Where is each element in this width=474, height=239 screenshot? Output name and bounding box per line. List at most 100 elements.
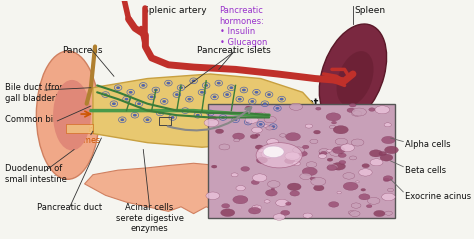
Circle shape: [332, 163, 346, 170]
Circle shape: [284, 158, 295, 164]
Bar: [159, 117, 171, 125]
Circle shape: [208, 116, 217, 121]
Circle shape: [271, 188, 275, 190]
Circle shape: [167, 82, 170, 84]
Circle shape: [286, 133, 301, 141]
Circle shape: [256, 112, 266, 118]
Circle shape: [252, 205, 261, 210]
Circle shape: [264, 116, 276, 123]
Circle shape: [366, 205, 372, 208]
Circle shape: [273, 214, 285, 220]
Circle shape: [387, 188, 393, 192]
Circle shape: [201, 92, 203, 93]
Circle shape: [205, 85, 208, 86]
Circle shape: [380, 154, 393, 161]
Circle shape: [125, 98, 128, 100]
Circle shape: [243, 89, 245, 91]
Circle shape: [234, 139, 239, 142]
Circle shape: [184, 110, 186, 111]
Circle shape: [253, 174, 267, 182]
Text: Pancreas: Pancreas: [62, 47, 103, 55]
Circle shape: [272, 126, 274, 127]
Circle shape: [328, 164, 338, 170]
Circle shape: [383, 178, 390, 181]
Circle shape: [338, 153, 346, 158]
Circle shape: [204, 119, 219, 127]
Circle shape: [264, 125, 268, 127]
Circle shape: [258, 149, 265, 153]
Circle shape: [215, 129, 224, 133]
Circle shape: [287, 183, 301, 190]
Circle shape: [384, 123, 392, 127]
Circle shape: [230, 87, 233, 88]
Circle shape: [362, 164, 369, 168]
Circle shape: [385, 211, 392, 215]
Circle shape: [369, 150, 383, 157]
Circle shape: [382, 136, 395, 144]
Circle shape: [159, 112, 161, 114]
Circle shape: [251, 180, 259, 185]
Text: Alpha cells: Alpha cells: [405, 140, 451, 149]
Circle shape: [343, 173, 355, 179]
Circle shape: [285, 152, 300, 160]
Circle shape: [211, 165, 217, 168]
Circle shape: [349, 156, 356, 160]
Ellipse shape: [53, 80, 91, 150]
Circle shape: [163, 101, 165, 102]
Text: Exocrine acinus: Exocrine acinus: [405, 192, 472, 201]
Polygon shape: [93, 74, 319, 147]
Circle shape: [359, 169, 372, 176]
Circle shape: [264, 103, 266, 104]
Circle shape: [292, 147, 304, 153]
Circle shape: [236, 185, 246, 191]
Circle shape: [320, 151, 327, 155]
Circle shape: [298, 151, 307, 156]
Circle shape: [248, 207, 261, 214]
Circle shape: [222, 204, 230, 208]
Circle shape: [276, 199, 288, 206]
Circle shape: [221, 209, 235, 217]
Circle shape: [250, 135, 258, 139]
Circle shape: [197, 114, 199, 116]
Circle shape: [340, 144, 355, 152]
Polygon shape: [84, 163, 244, 214]
Circle shape: [326, 113, 341, 121]
Circle shape: [213, 96, 216, 98]
Circle shape: [337, 191, 341, 194]
Circle shape: [311, 178, 326, 186]
Circle shape: [306, 162, 317, 168]
Circle shape: [209, 112, 211, 114]
Circle shape: [155, 89, 157, 91]
Circle shape: [172, 117, 174, 118]
Circle shape: [370, 159, 383, 166]
Circle shape: [113, 103, 115, 104]
Circle shape: [129, 92, 132, 93]
Circle shape: [281, 98, 283, 100]
Circle shape: [246, 106, 252, 109]
Circle shape: [339, 160, 346, 164]
Text: Pancreatic islets: Pancreatic islets: [197, 47, 270, 55]
Circle shape: [276, 108, 279, 109]
Circle shape: [347, 108, 355, 113]
Text: Pancreatic islet: Pancreatic islet: [233, 98, 318, 108]
Circle shape: [310, 139, 318, 144]
Circle shape: [305, 124, 312, 128]
Circle shape: [146, 119, 149, 120]
Circle shape: [351, 203, 361, 208]
Circle shape: [142, 85, 145, 86]
Circle shape: [222, 117, 224, 118]
Circle shape: [292, 161, 301, 166]
Circle shape: [231, 173, 238, 177]
Circle shape: [247, 121, 249, 123]
Bar: [208, 104, 395, 218]
Text: Bile duct (from
gall bladder): Bile duct (from gall bladder): [5, 83, 67, 103]
Circle shape: [254, 205, 259, 208]
Circle shape: [350, 211, 360, 217]
Circle shape: [280, 134, 286, 137]
Circle shape: [356, 181, 359, 183]
Circle shape: [150, 96, 153, 98]
Circle shape: [329, 125, 336, 129]
Circle shape: [255, 145, 263, 149]
Circle shape: [218, 82, 220, 84]
Circle shape: [351, 139, 364, 146]
